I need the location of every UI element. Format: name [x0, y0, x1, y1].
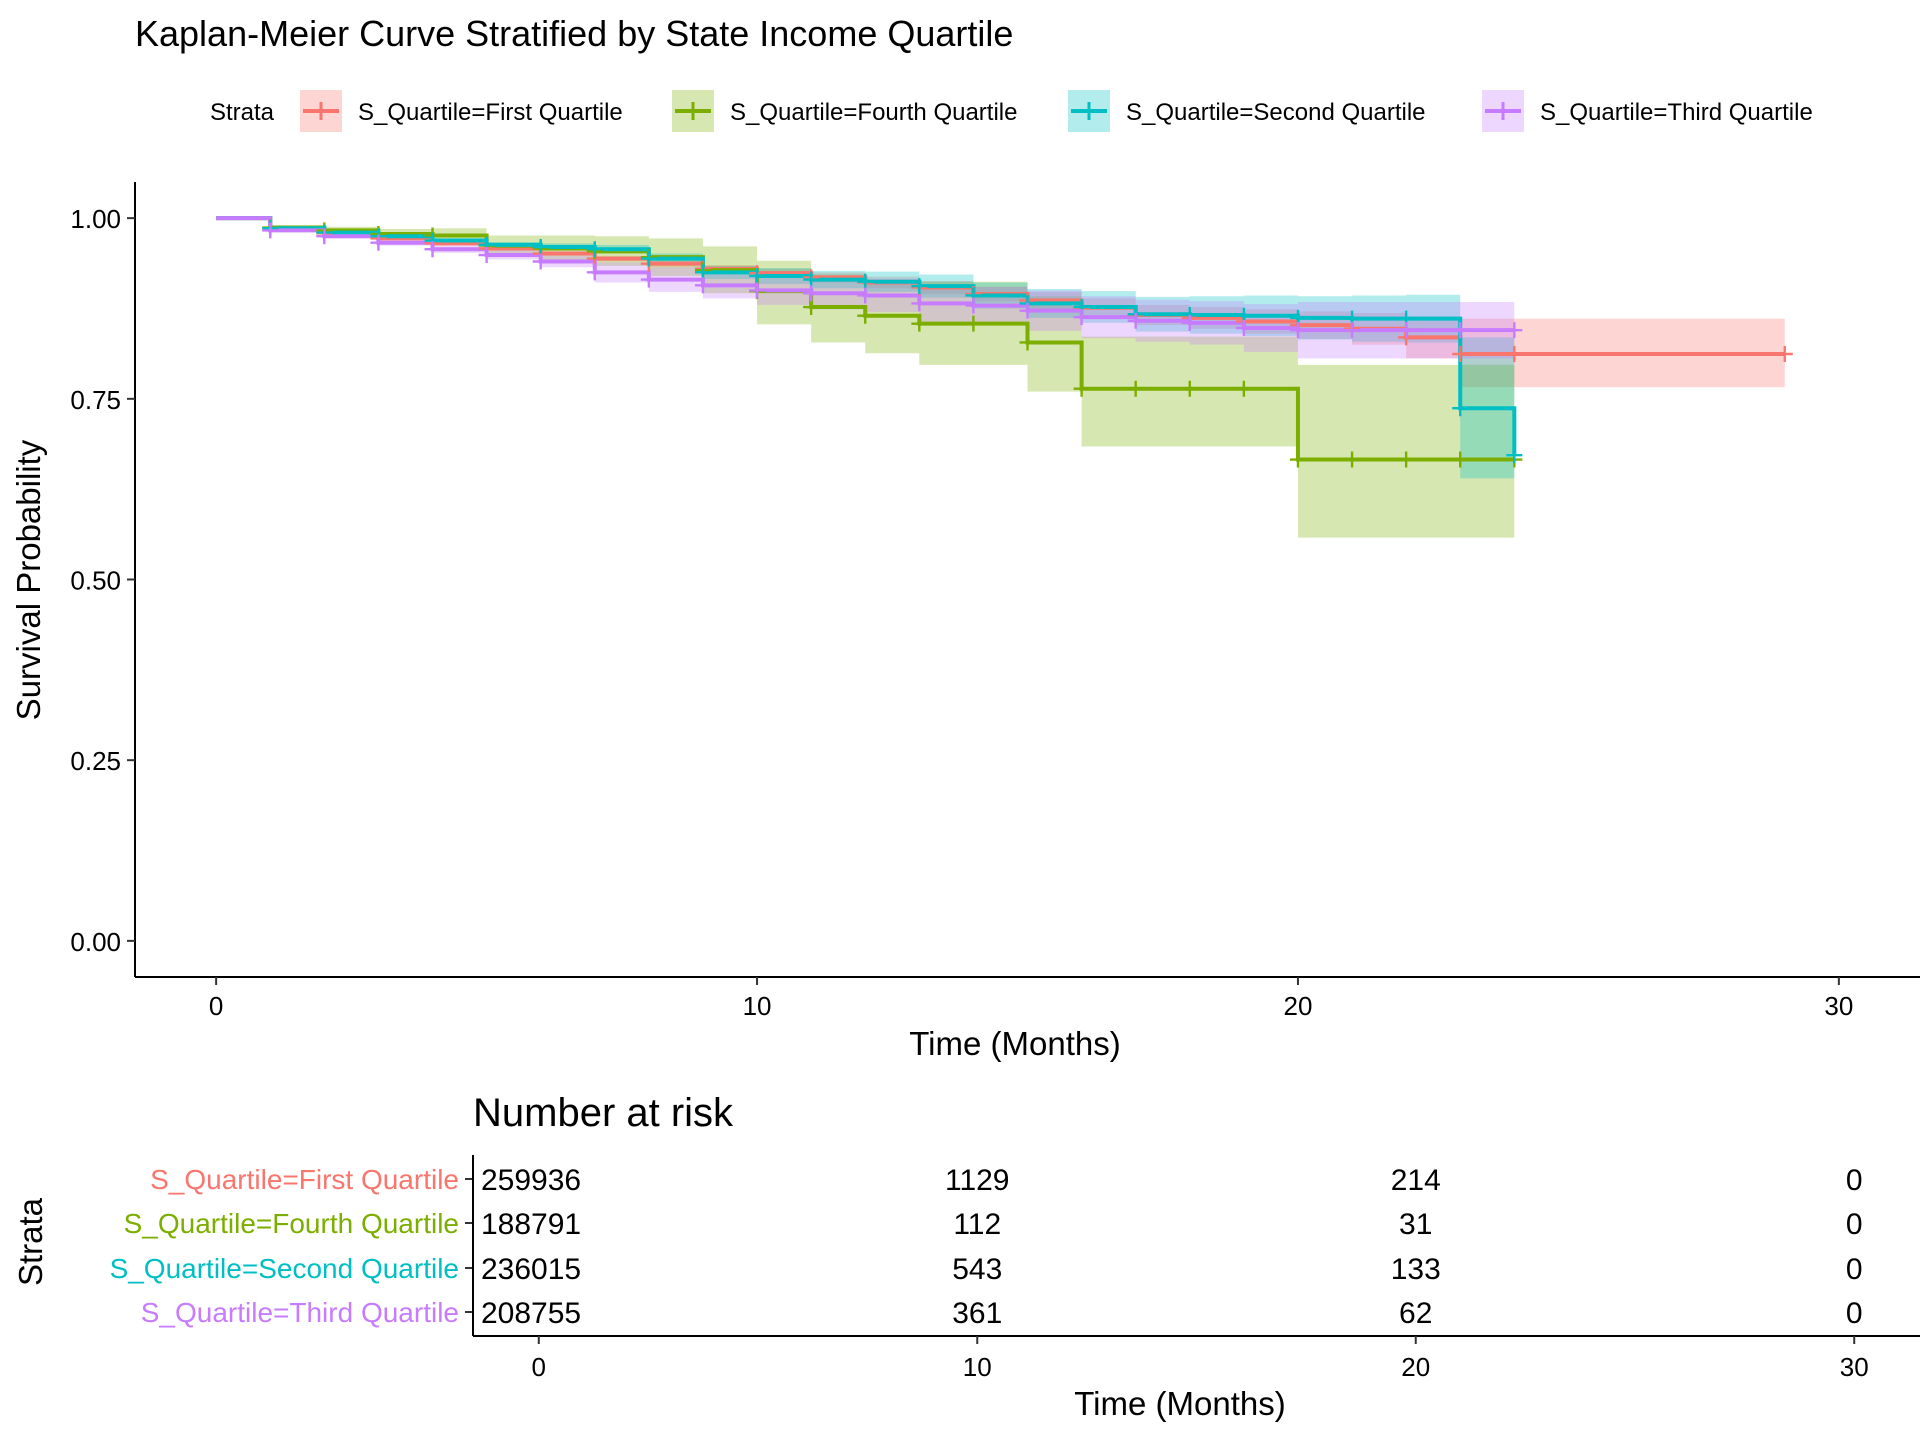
censor-mark-third-quartile [424, 241, 441, 258]
legend: Strata S_Quartile=First Quartile S_Quarti… [210, 90, 1813, 132]
censor-mark-fourth-quartile [1452, 451, 1469, 468]
risk-cell-fourth-quartile-t10: 112 [953, 1208, 1001, 1241]
km-plot-panel: 0.00 0.25 0.50 0.75 1.00 0 10 20 30 Time (Month… [10, 182, 1920, 1062]
censor-mark-second-quartile [532, 239, 549, 256]
censor-mark-third-quartile [694, 277, 711, 294]
risk-y-axis-label: Strata [12, 1197, 49, 1286]
risk-cell-second-quartile-t0: 236015 [481, 1253, 581, 1286]
km-y-tick-label: 0.50 [70, 566, 121, 596]
censor-mark-third-quartile [857, 287, 874, 304]
risk-table-title: Number at risk [473, 1091, 734, 1135]
chart-title: Kaplan-Meier Curve Stratified by State I… [135, 13, 1013, 54]
risk-x-tick-label: 20 [1401, 1352, 1430, 1382]
censor-mark-second-quartile [803, 271, 820, 288]
censor-mark-fourth-quartile [1073, 380, 1090, 397]
censor-mark-second-quartile [857, 273, 874, 290]
risk-cell-first-quartile-t0: 259936 [481, 1164, 581, 1197]
censor-mark-first-quartile [1506, 346, 1523, 363]
censor-mark-fourth-quartile [1344, 451, 1361, 468]
censor-mark-third-quartile [1452, 322, 1469, 339]
km-x-axis-label: Time (Months) [909, 1025, 1120, 1062]
censor-mark-third-quartile [262, 222, 279, 239]
km-y-tick-label: 0.25 [70, 746, 121, 776]
risk-cell-fourth-quartile-t0: 188791 [481, 1208, 581, 1241]
censor-mark-fourth-quartile [1019, 334, 1036, 351]
censor-mark-third-quartile [965, 297, 982, 314]
risk-row-label-fourth-quartile: S_Quartile=Fourth Quartile [124, 1208, 459, 1239]
risk-x-tick-label: 30 [1840, 1352, 1869, 1382]
censor-mark-third-quartile [478, 246, 495, 263]
censor-mark-third-quartile [1127, 312, 1144, 329]
km-x-tick-label: 10 [743, 991, 772, 1021]
censor-mark-fourth-quartile [965, 315, 982, 332]
risk-cell-first-quartile-t10: 1129 [945, 1164, 1010, 1197]
risk-cell-fourth-quartile-t20: 31 [1399, 1208, 1432, 1241]
censor-mark-third-quartile [640, 271, 657, 288]
risk-cell-first-quartile-t30: 0 [1846, 1164, 1863, 1197]
censor-mark-third-quartile [1181, 314, 1198, 331]
risk-cell-first-quartile-t20: 214 [1391, 1164, 1441, 1197]
km-x-tick-label: 30 [1824, 991, 1853, 1021]
km-y-tick-label: 0.00 [70, 927, 121, 957]
censor-mark-third-quartile [1235, 319, 1252, 336]
legend-label-fourth-quartile: S_Quartile=Fourth Quartile [730, 99, 1017, 126]
risk-row-label-first-quartile: S_Quartile=First Quartile [150, 1164, 459, 1195]
risk-cell-third-quartile-t0: 208755 [481, 1297, 581, 1330]
censor-mark-first-quartile [1452, 346, 1469, 363]
censor-mark-third-quartile [1073, 309, 1090, 326]
legend-title: Strata [210, 99, 275, 126]
censor-mark-third-quartile [1289, 322, 1306, 339]
censor-mark-fourth-quartile [857, 307, 874, 324]
censor-mark-second-quartile [1452, 400, 1469, 417]
censor-mark-second-quartile [640, 250, 657, 267]
km-y-tick-label: 1.00 [70, 204, 121, 234]
legend-label-second-quartile: S_Quartile=Second Quartile [1126, 99, 1426, 126]
km-y-tick-label: 0.75 [70, 385, 121, 415]
censor-mark-third-quartile [370, 234, 387, 251]
ci-band-fourth-quartile [216, 218, 1515, 538]
km-x-tick-label: 0 [209, 991, 223, 1021]
censor-mark-third-quartile [1344, 322, 1361, 339]
risk-x-axis-label: Time (Months) [1074, 1385, 1285, 1422]
risk-cell-fourth-quartile-t30: 0 [1846, 1208, 1863, 1241]
censor-mark-third-quartile [1506, 322, 1523, 339]
risk-cell-third-quartile-t20: 62 [1399, 1297, 1432, 1330]
censor-mark-fourth-quartile [911, 315, 928, 332]
risk-cell-third-quartile-t30: 0 [1846, 1297, 1863, 1330]
risk-x-tick-label: 10 [963, 1352, 992, 1382]
censor-mark-fourth-quartile [1235, 380, 1252, 397]
censor-mark-third-quartile [1398, 322, 1415, 339]
censor-mark-second-quartile [586, 241, 603, 258]
legend-label-first-quartile: S_Quartile=First Quartile [358, 99, 623, 126]
legend-label-third-quartile: S_Quartile=Third Quartile [1540, 99, 1813, 126]
censor-mark-third-quartile [586, 264, 603, 281]
censor-mark-fourth-quartile [1398, 451, 1415, 468]
risk-cell-second-quartile-t10: 543 [952, 1253, 1002, 1286]
censor-mark-fourth-quartile [1127, 380, 1144, 397]
censor-mark-fourth-quartile [803, 299, 820, 316]
km-x-tick-label: 20 [1283, 991, 1312, 1021]
risk-cell-third-quartile-t10: 361 [952, 1297, 1002, 1330]
censor-mark-fourth-quartile [1289, 451, 1306, 468]
km-y-axis-label: Survival Probability [10, 439, 47, 720]
risk-row-label-third-quartile: S_Quartile=Third Quartile [141, 1297, 459, 1328]
censor-mark-third-quartile [1019, 302, 1036, 319]
risk-row-label-second-quartile: S_Quartile=Second Quartile [110, 1253, 459, 1284]
censor-mark-fourth-quartile [1181, 380, 1198, 397]
censor-mark-third-quartile [532, 253, 549, 270]
censor-mark-third-quartile [911, 295, 928, 312]
censor-mark-third-quartile [316, 228, 333, 245]
risk-cell-second-quartile-t30: 0 [1846, 1253, 1863, 1286]
censor-mark-second-quartile [911, 278, 928, 295]
censor-mark-third-quartile [749, 282, 766, 299]
risk-cell-second-quartile-t20: 133 [1391, 1253, 1441, 1286]
censor-mark-second-quartile [749, 267, 766, 284]
censor-mark-third-quartile [803, 285, 820, 302]
risk-x-tick-label: 0 [532, 1352, 546, 1382]
censor-mark-first-quartile [1776, 346, 1793, 363]
censor-mark-second-quartile [1506, 447, 1523, 464]
risk-table: Number at risk S_Quartile=First Quartile… [12, 1091, 1920, 1422]
